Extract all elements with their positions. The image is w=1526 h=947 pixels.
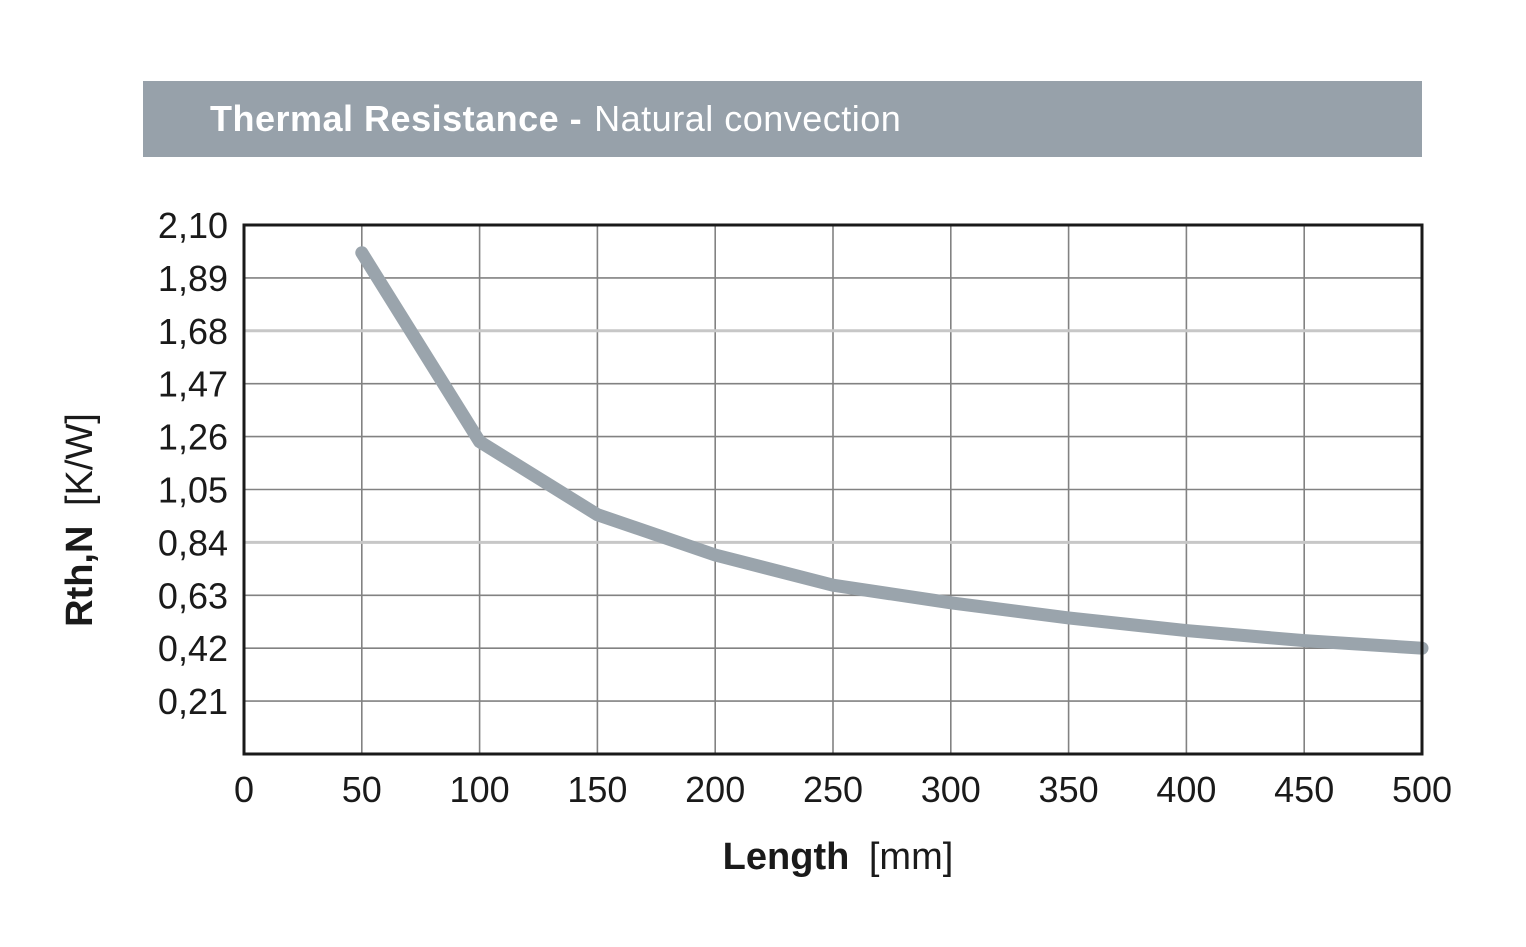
x-axis-title: Length [mm] [723, 836, 954, 878]
y-tick-label: 0,21 [158, 681, 228, 722]
y-axis-title-name: Rth,N [59, 526, 101, 627]
y-axis-title: Rth,N [K/W] [59, 413, 101, 627]
thermal-resistance-curve [355, 246, 1429, 655]
y-tick-label: 0,42 [158, 628, 228, 669]
chart-title-bold: Thermal Resistance - [210, 98, 583, 139]
y-tick-label: 1,68 [158, 311, 228, 352]
x-tick-label: 200 [685, 769, 745, 810]
chart-title-banner: Thermal Resistance - Natural convection [143, 81, 1422, 157]
y-tick-label: 0,63 [158, 575, 228, 616]
plot-border [242, 223, 1424, 756]
gridlines [244, 225, 1422, 754]
y-tick-label: 1,26 [158, 417, 228, 458]
x-tick-label: 0 [234, 769, 254, 810]
x-tick-label: 150 [567, 769, 627, 810]
x-tick-label: 400 [1156, 769, 1216, 810]
thermal-resistance-chart: 2,10 1,89 1,68 1,47 1,26 1,05 0,84 0,63 0,42 0,21… [59, 205, 1452, 878]
x-tick-label: 250 [803, 769, 863, 810]
plot-frame [242, 223, 1424, 756]
y-tick-label: 1,47 [158, 364, 228, 405]
y-tick-label: 1,89 [158, 258, 228, 299]
x-tick-label: 100 [450, 769, 510, 810]
chart-title-regular: Natural convection [594, 98, 902, 139]
axis-tick-labels: 2,10 1,89 1,68 1,47 1,26 1,05 0,84 0,63 0,42 0,21… [158, 205, 1452, 810]
x-tick-label: 350 [1039, 769, 1099, 810]
y-axis-title-unit: [K/W] [59, 413, 101, 506]
y-tick-label: 1,05 [158, 470, 228, 511]
x-axis-title-name: Length [723, 836, 850, 878]
x-tick-label: 500 [1392, 769, 1452, 810]
x-tick-label: 300 [921, 769, 981, 810]
x-tick-label: 50 [342, 769, 382, 810]
data-series [355, 246, 1429, 655]
y-tick-label: 2,10 [158, 205, 228, 246]
y-tick-label: 0,84 [158, 522, 228, 563]
x-axis-title-unit: [mm] [869, 836, 953, 878]
x-tick-label: 450 [1274, 769, 1334, 810]
